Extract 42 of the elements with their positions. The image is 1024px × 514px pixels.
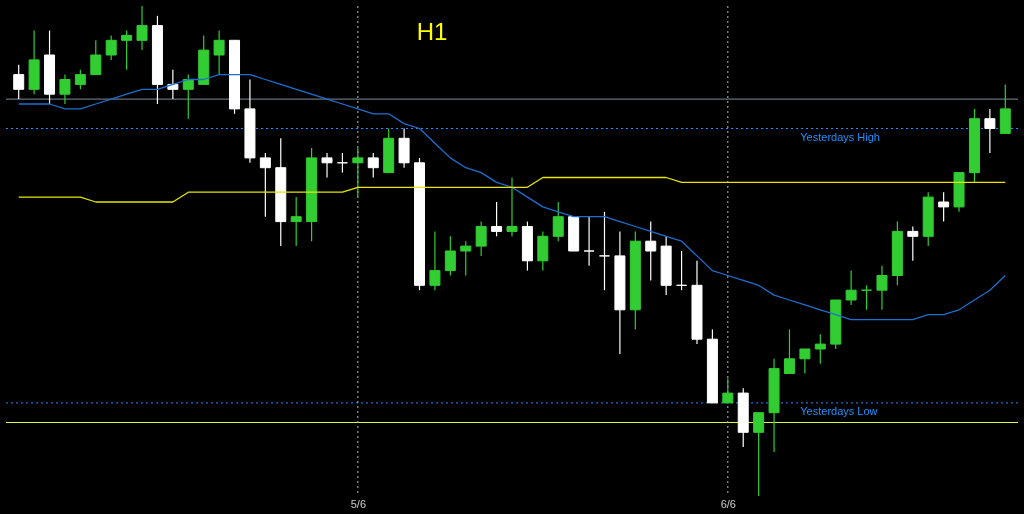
- candlestick: [753, 412, 765, 497]
- candlestick: [506, 176, 518, 237]
- candlestick: [783, 328, 795, 375]
- candlestick: [90, 39, 102, 76]
- ref-line-label: Yesterdays High: [800, 130, 880, 143]
- candlestick: [845, 270, 857, 306]
- ref-line-label: Yesterdays Low: [800, 404, 878, 417]
- candlestick: [722, 377, 734, 404]
- candlestick: [136, 5, 148, 51]
- candlestick: [182, 74, 194, 120]
- candlestick: [907, 225, 919, 262]
- x-tick-label: 6/6: [720, 497, 736, 510]
- candlestick: [352, 147, 364, 198]
- candlestick: [121, 29, 133, 71]
- candlestick: [938, 191, 950, 223]
- candlestick: [429, 230, 441, 291]
- candlestick: [552, 201, 564, 242]
- candlestick: [259, 152, 271, 218]
- candlestick: [676, 250, 688, 291]
- candlestick: [475, 221, 487, 257]
- candlestick: [598, 211, 610, 291]
- candlestick: [861, 284, 873, 311]
- candlestick: [444, 235, 456, 277]
- candlestick: [876, 265, 888, 311]
- candlestick: [491, 201, 503, 237]
- candlestick: [13, 64, 25, 100]
- candlestick: [799, 348, 811, 375]
- candlestick: [213, 29, 225, 76]
- x-tick-label: 5/6: [350, 497, 366, 510]
- candlestick: [367, 152, 379, 179]
- candlestick: [105, 34, 117, 61]
- candlestick: [460, 240, 472, 277]
- candlestick: [645, 221, 657, 281]
- candlestick: [290, 196, 302, 247]
- candlestick: [59, 74, 71, 105]
- candlestick: [321, 152, 333, 179]
- candlestick: [583, 216, 595, 267]
- candlestick: [336, 152, 348, 174]
- candlestick: [74, 69, 86, 90]
- text: H1: [416, 18, 448, 46]
- candlestick: [984, 108, 996, 154]
- candlestick: [814, 333, 826, 365]
